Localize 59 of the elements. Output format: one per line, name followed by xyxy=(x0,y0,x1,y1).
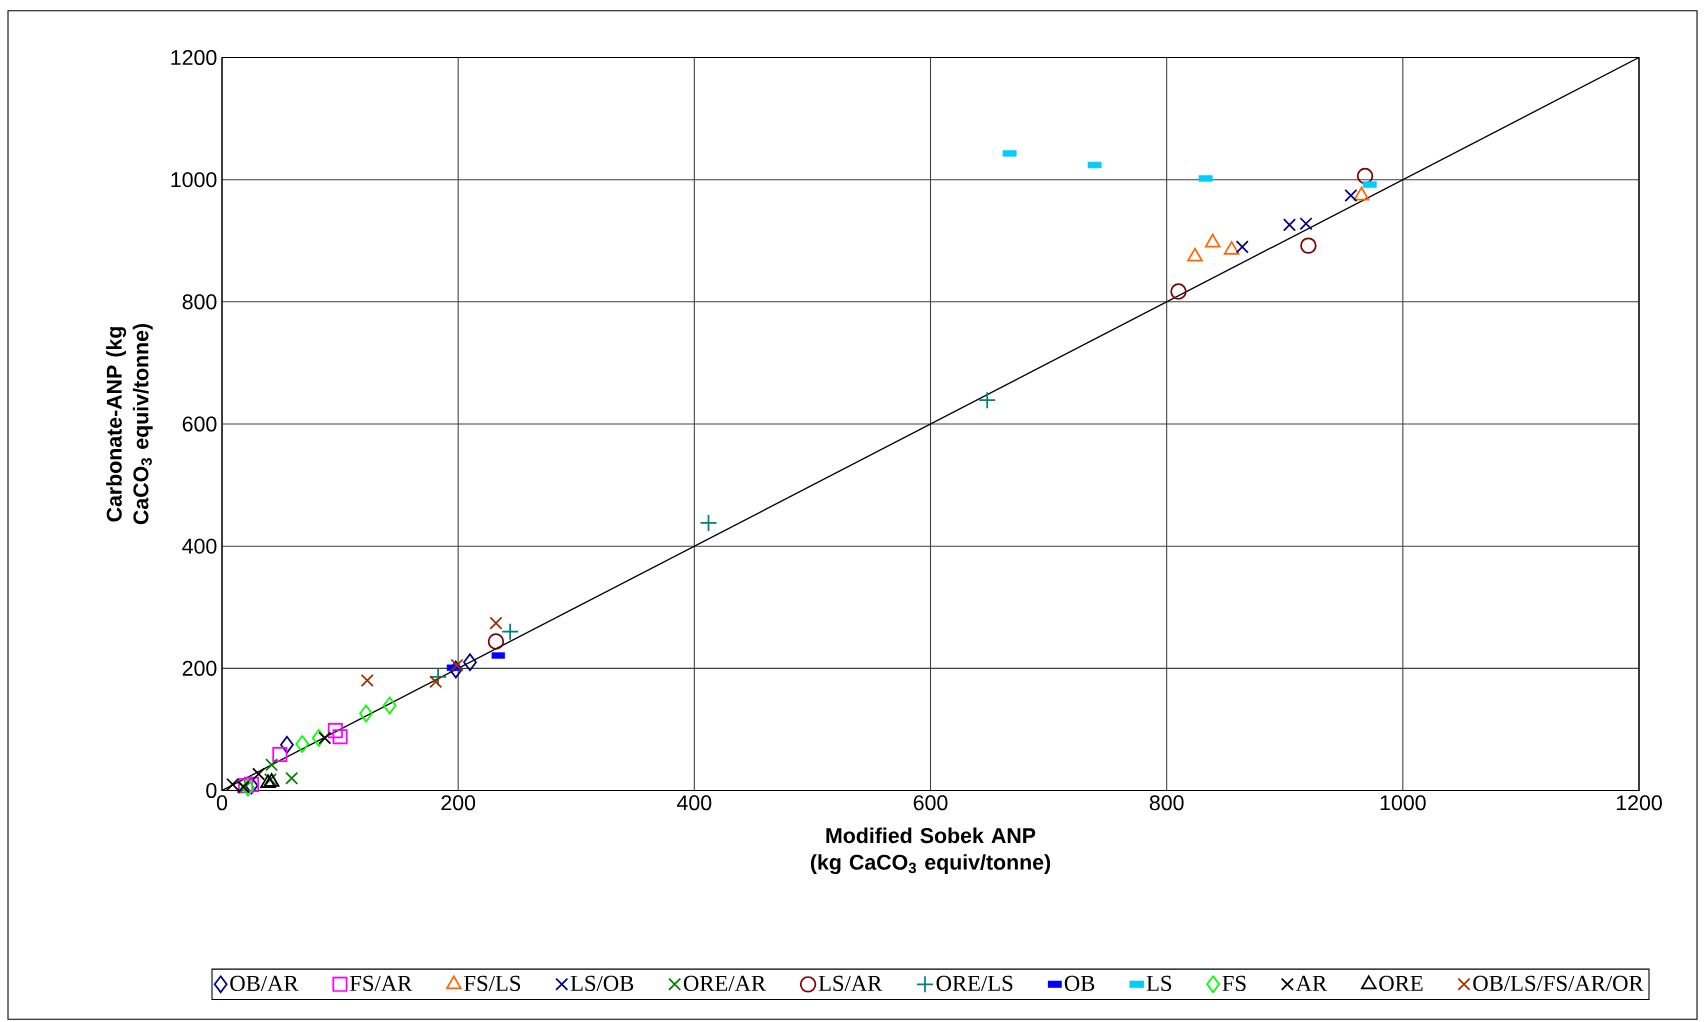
y-tick-label: 600 xyxy=(182,416,217,432)
point xyxy=(360,674,374,688)
x-tick-label: 1200 xyxy=(1616,795,1662,811)
point xyxy=(699,514,718,532)
point xyxy=(1235,240,1249,254)
legend-label: OB/LS/FS/AR/OR xyxy=(1473,975,1644,992)
point xyxy=(448,660,463,679)
legend-label: ORE/AR xyxy=(683,975,767,992)
legend-label: OB xyxy=(1064,975,1095,992)
point xyxy=(327,723,343,739)
legend-label: FS xyxy=(1222,975,1246,992)
legend-label: LS/AR xyxy=(818,975,883,992)
legend-label: AR xyxy=(1295,975,1328,991)
legend-label: FS/LS xyxy=(464,975,521,992)
y-tick-label: 1200 xyxy=(171,49,217,66)
point xyxy=(382,696,397,715)
x-tick-label: 0 xyxy=(216,795,228,811)
point xyxy=(489,616,503,630)
point xyxy=(1356,167,1374,185)
point xyxy=(463,653,477,672)
point xyxy=(285,771,299,785)
x-tick-label: 600 xyxy=(913,795,948,811)
point xyxy=(429,668,447,686)
legend-label: OB/AR xyxy=(230,975,299,992)
point xyxy=(1282,218,1297,232)
point xyxy=(450,658,464,672)
point xyxy=(487,633,505,650)
point xyxy=(318,731,332,745)
legend-label: ORE/LS xyxy=(936,975,1013,992)
point xyxy=(1344,189,1358,203)
point xyxy=(978,391,997,410)
point xyxy=(332,729,348,745)
x-tick-label: 1000 xyxy=(1380,795,1426,811)
point xyxy=(272,746,288,763)
legend-label: FS/AR xyxy=(349,975,413,992)
point xyxy=(1170,283,1187,300)
point xyxy=(311,729,326,747)
x-tick-label: 200 xyxy=(441,795,476,811)
point xyxy=(280,735,294,754)
point xyxy=(252,767,266,781)
point xyxy=(359,704,373,723)
point xyxy=(1299,217,1313,231)
point xyxy=(1300,237,1317,254)
x-tick-label: 800 xyxy=(1149,795,1184,811)
y-tick-label: 0 xyxy=(206,782,217,799)
y-tick-label: 1000 xyxy=(171,172,217,188)
y-tick-label: 800 xyxy=(182,294,217,310)
x-tick-label: 400 xyxy=(677,795,712,811)
legend-label: ORE xyxy=(1379,975,1423,992)
x-axis-title: Modified Sobek ANP (kg CaCO$_{3}$ equiv/tonne) xyxy=(810,827,1051,875)
point xyxy=(295,735,310,753)
point xyxy=(1223,241,1240,255)
point xyxy=(429,675,443,689)
y-tick-label: 400 xyxy=(182,538,217,554)
legend-label: LS/OB xyxy=(570,975,634,992)
point xyxy=(501,622,519,641)
y-tick-label: 200 xyxy=(182,660,217,676)
legend-label: LS xyxy=(1146,975,1172,992)
point xyxy=(265,758,279,772)
